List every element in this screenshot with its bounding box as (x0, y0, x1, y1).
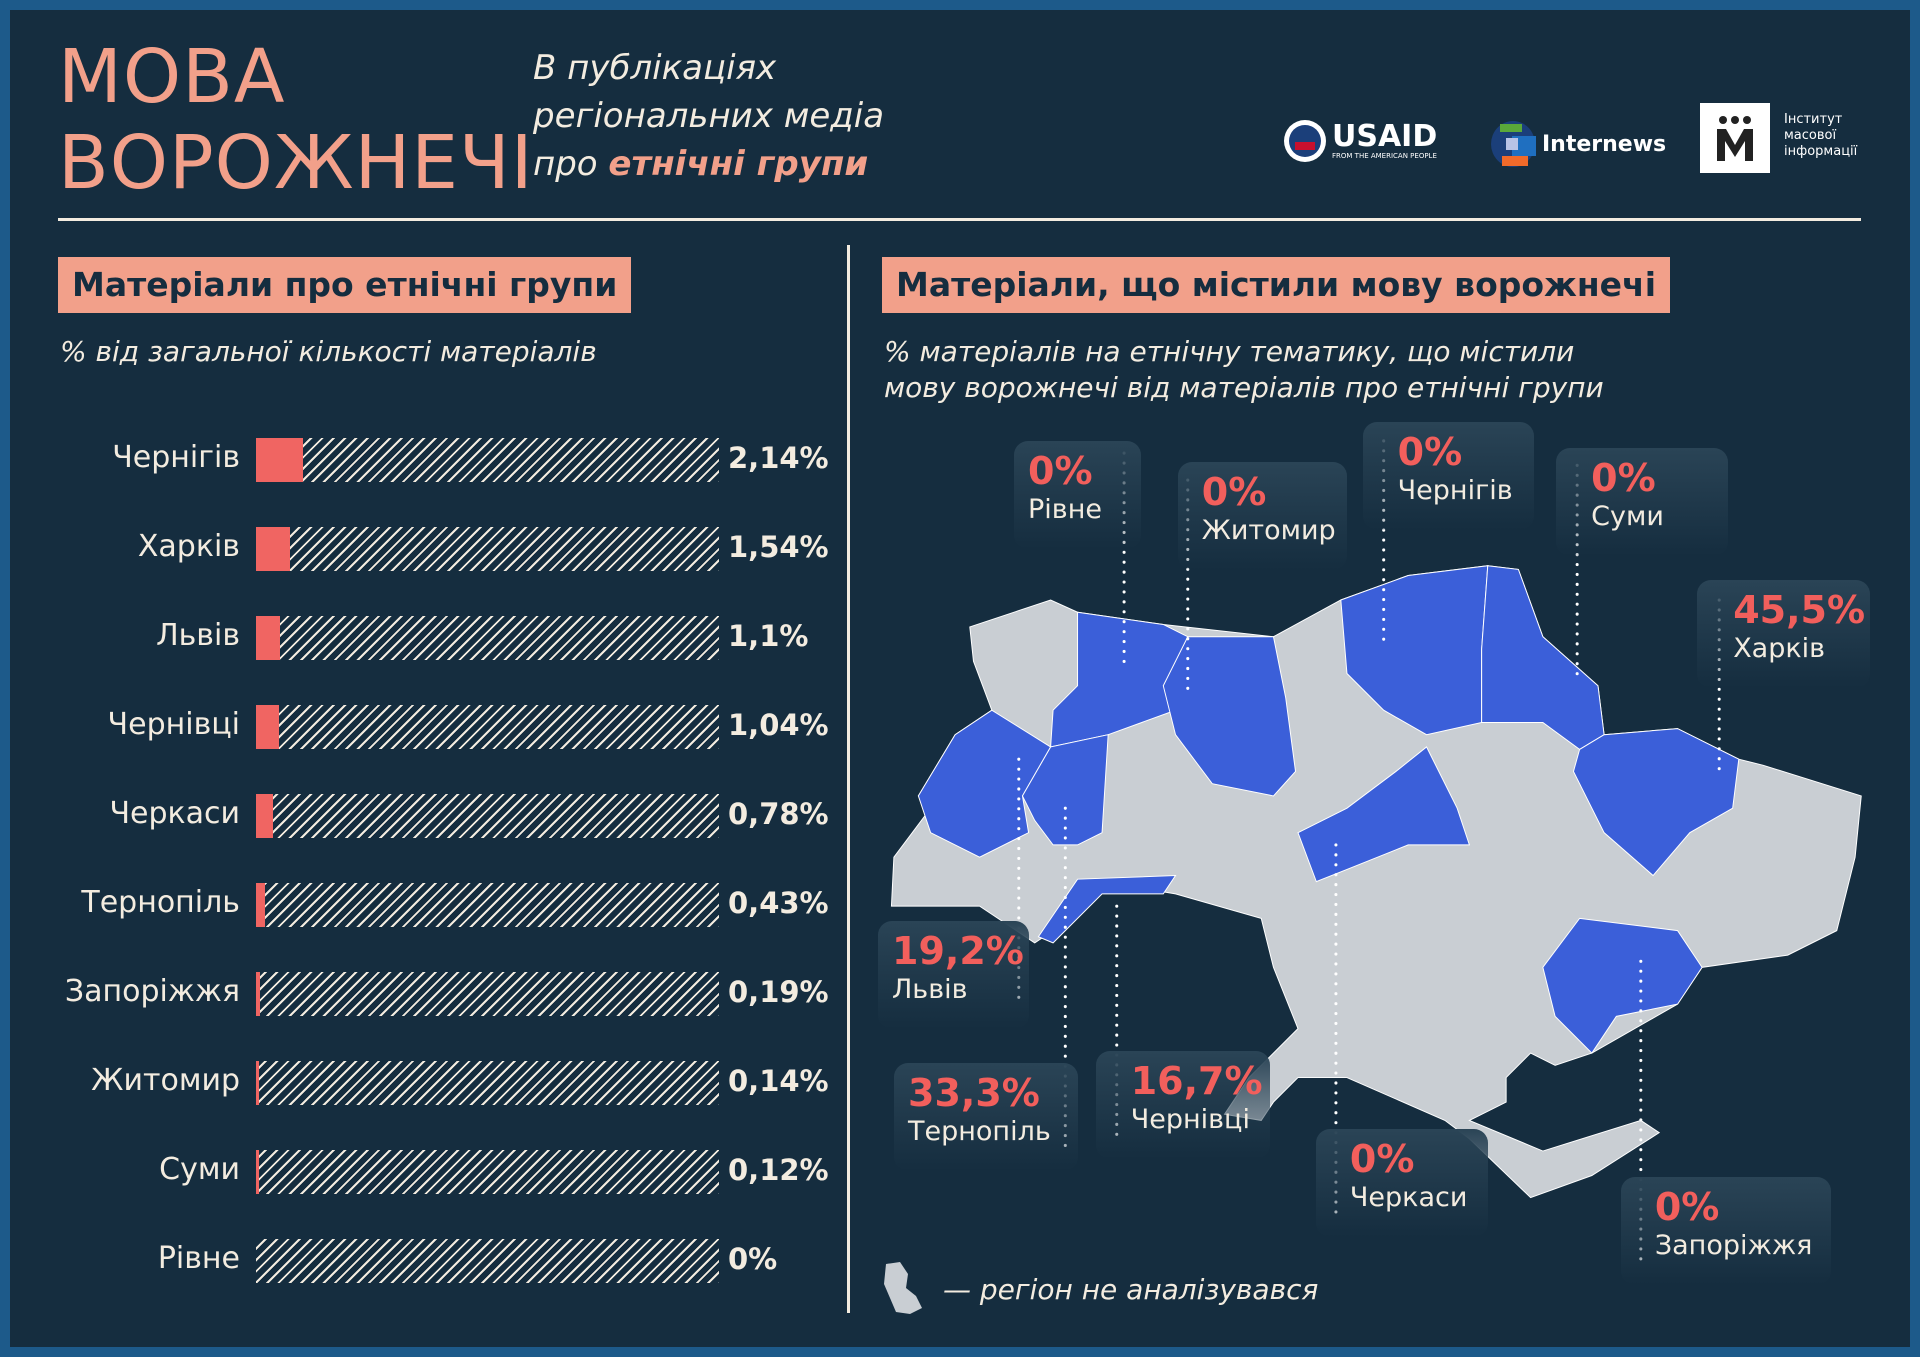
region-callout: 0% Житомир (1178, 462, 1347, 570)
region-name: Черкаси (1350, 1181, 1474, 1215)
region-name: Харків (1733, 632, 1856, 666)
region-name: Львів (892, 973, 1015, 1007)
region-percent: 16,7% (1131, 1059, 1256, 1103)
region-percent: 0% (1028, 449, 1127, 493)
region-callout: 0% Запоріжжя (1621, 1177, 1831, 1285)
region-percent: 0% (1591, 456, 1714, 500)
region-percent: 19,2% (892, 929, 1015, 973)
region-name: Чернівці (1131, 1103, 1256, 1137)
region-callout: 45,5% Харків (1697, 580, 1870, 688)
region-percent: 0% (1350, 1137, 1474, 1181)
region-callout: 0% Рівне (1014, 441, 1141, 549)
region-callout: 0% Черкаси (1316, 1129, 1488, 1237)
region-name: Рівне (1028, 493, 1127, 527)
region-percent: 0% (1655, 1185, 1817, 1229)
region-sumy (1482, 566, 1604, 750)
not-analysed-legend-icon (882, 1260, 932, 1318)
region-callout: 16,7% Чернівці (1096, 1051, 1270, 1159)
region-callout: 19,2% Львів (878, 921, 1029, 1029)
region-name: Чернігів (1398, 474, 1520, 508)
region-name: Запоріжжя (1655, 1229, 1817, 1263)
region-name: Житомир (1202, 514, 1333, 548)
region-percent: 33,3% (908, 1071, 1064, 1115)
region-callout: 33,3% Тернопіль (894, 1063, 1078, 1171)
region-percent: 45,5% (1733, 588, 1856, 632)
region-percent: 0% (1398, 430, 1520, 474)
legend-text: — регіон не аналізувався (943, 1272, 1318, 1308)
region-name: Суми (1591, 500, 1714, 534)
region-callout: 0% Суми (1556, 448, 1728, 556)
region-percent: 0% (1202, 470, 1333, 514)
region-name: Тернопіль (908, 1115, 1064, 1149)
region-callout: 0% Чернігів (1363, 422, 1534, 530)
